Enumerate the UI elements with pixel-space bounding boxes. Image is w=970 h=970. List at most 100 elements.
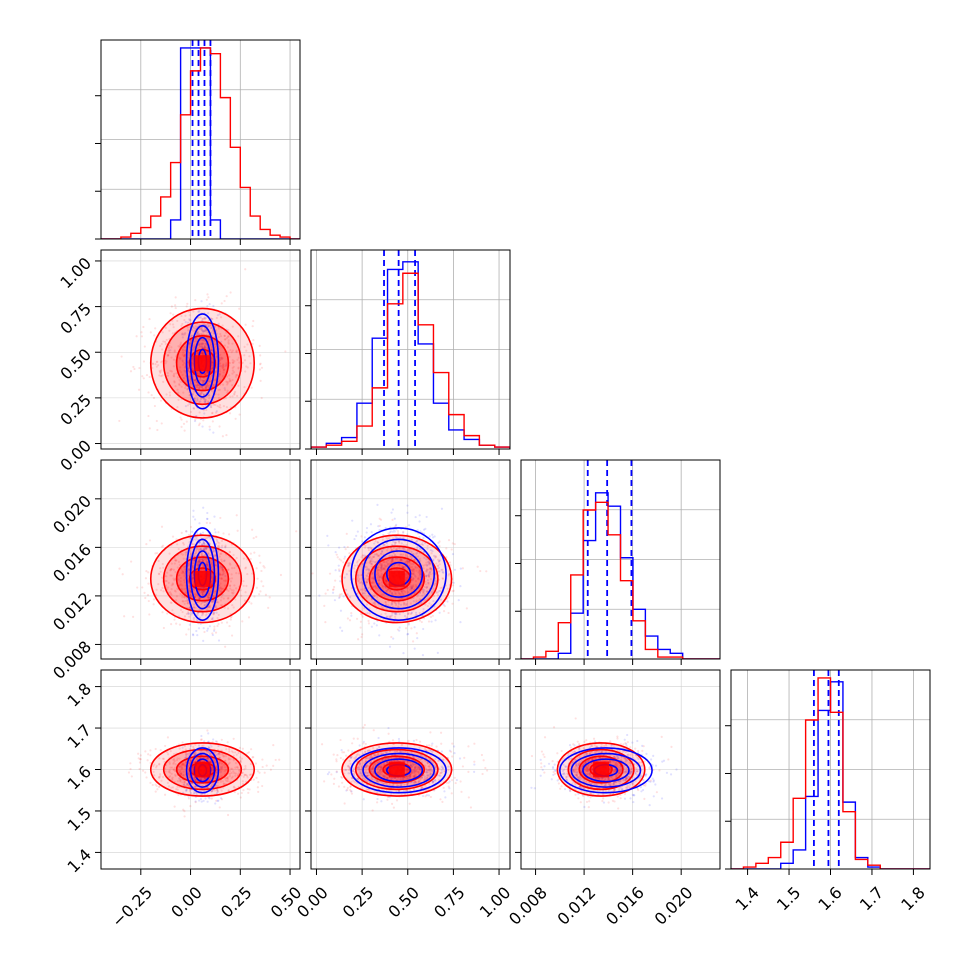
scatter-point <box>428 575 431 578</box>
scatter-point <box>207 605 211 608</box>
scatter-point <box>191 564 194 567</box>
scatter-point <box>414 584 418 587</box>
scatter-point <box>386 564 389 567</box>
scatter-point <box>366 568 369 571</box>
scatter-point <box>172 374 175 377</box>
scatter-point <box>202 342 205 345</box>
scatter-point <box>374 586 377 589</box>
scatter-point <box>199 400 202 403</box>
scatter-point <box>231 592 234 595</box>
scatter-point <box>202 540 205 544</box>
scatter-point <box>178 383 181 386</box>
scatter-point <box>223 338 227 341</box>
scatter-point <box>159 370 162 373</box>
scatter-point <box>197 559 200 562</box>
scatter-point <box>244 370 247 373</box>
scatter-point <box>202 329 205 332</box>
scatter-point <box>223 387 226 390</box>
scatter-point <box>218 313 221 316</box>
scatter-point <box>459 620 462 624</box>
scatter-point <box>250 602 253 605</box>
scatter-point <box>370 562 373 566</box>
scatter-point <box>180 772 183 775</box>
scatter-point <box>215 352 218 355</box>
scatter-point <box>347 564 350 567</box>
scatter-point <box>393 601 397 605</box>
scatter-point <box>210 361 214 364</box>
scatter-point <box>422 567 425 570</box>
scatter-point <box>176 543 179 546</box>
scatter-point <box>377 554 380 557</box>
scatter-point <box>208 592 211 595</box>
scatter-point <box>184 592 187 595</box>
scatter-point <box>204 398 207 401</box>
scatter-point <box>155 588 158 591</box>
scatter-point <box>186 545 190 548</box>
scatter-point <box>239 589 242 592</box>
scatter-point <box>232 361 235 364</box>
scatter-point <box>410 587 413 590</box>
scatter-point <box>202 547 206 550</box>
scatter-point <box>184 386 187 390</box>
scatter-point <box>387 604 390 607</box>
scatter-point <box>161 348 164 351</box>
scatter-point <box>377 573 380 576</box>
scatter-point <box>202 380 205 383</box>
scatter-point <box>220 558 223 561</box>
scatter-point <box>194 538 197 541</box>
scatter-point <box>198 597 201 600</box>
scatter-point <box>367 619 370 622</box>
scatter-point <box>213 629 216 632</box>
scatter-point <box>408 588 412 591</box>
scatter-point <box>199 327 202 331</box>
scatter-point <box>177 560 181 564</box>
scatter-point <box>218 373 221 377</box>
scatter-point <box>174 306 177 310</box>
scatter-point <box>195 593 198 597</box>
scatter-point <box>407 623 410 626</box>
scatter-point <box>340 559 343 562</box>
scatter-point <box>203 316 206 319</box>
scatter-point <box>183 318 186 322</box>
scatter-point <box>452 581 455 584</box>
scatter-point <box>198 597 201 601</box>
scatter-point <box>147 571 150 574</box>
scatter-point <box>364 544 367 547</box>
scatter-point <box>186 388 189 391</box>
scatter-point <box>370 581 374 585</box>
scatter-point <box>120 355 123 358</box>
scatter-point <box>409 555 413 558</box>
scatter-point <box>193 397 196 400</box>
scatter-point <box>148 375 151 379</box>
scatter-point <box>426 563 429 566</box>
scatter-point <box>220 539 224 542</box>
scatter-point <box>205 561 208 564</box>
scatter-point <box>252 537 255 540</box>
scatter-point <box>240 594 243 597</box>
scatter-point <box>203 318 206 321</box>
scatter-point <box>225 433 228 437</box>
scatter-point <box>356 592 359 596</box>
density-peak <box>194 570 211 587</box>
scatter-point <box>204 347 207 350</box>
scatter-point <box>200 351 204 354</box>
scatter-point <box>357 580 360 583</box>
scatter-point <box>235 374 238 377</box>
scatter-point <box>189 593 192 597</box>
scatter-point <box>191 358 195 362</box>
scatter-point <box>204 342 207 346</box>
scatter-point <box>206 400 210 403</box>
scatter-point <box>224 545 227 548</box>
scatter-point <box>206 800 209 803</box>
scatter-point <box>242 580 245 583</box>
scatter-point <box>427 583 430 586</box>
scatter-point <box>264 593 268 596</box>
scatter-point <box>195 381 198 384</box>
scatter-point <box>214 590 217 593</box>
scatter-point <box>350 612 353 615</box>
scatter-point <box>383 577 386 580</box>
scatter-point <box>344 548 347 551</box>
scatter-point <box>397 563 400 566</box>
scatter-point <box>184 600 187 603</box>
scatter-point <box>400 558 403 561</box>
